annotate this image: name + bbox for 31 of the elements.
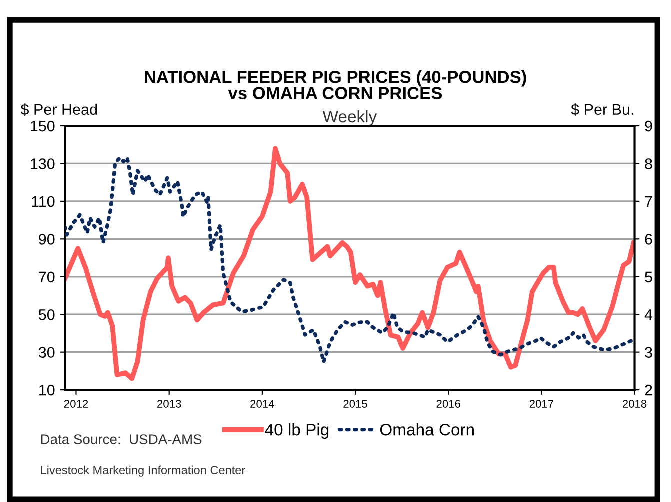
y2-tick-label: 2 — [645, 384, 652, 396]
chart-title: NATIONAL FEEDER PIG PRICES (40-POUNDS) vs OMAHA CORN PRICES — [145, 70, 526, 100]
x-tick-label: 2013 — [158, 400, 182, 408]
x-tick-label: 2014 — [250, 400, 274, 408]
x-tick-label: 2018 — [622, 400, 647, 408]
y2-tick-label: 4 — [644, 310, 653, 320]
y-axis-title: $ Per Head — [20, 104, 98, 116]
legend-label: 40 lb Pig — [265, 424, 329, 440]
y-tick-label: 150 — [31, 120, 55, 132]
y-tick-label: 110 — [32, 196, 55, 208]
y2-tick-label: 7 — [645, 196, 652, 207]
y-tick-label: 10 — [40, 384, 55, 396]
legend-label: Omaha Corn — [380, 424, 474, 436]
y-tick-label: 50 — [38, 309, 55, 320]
x-tick-label: 2016 — [436, 400, 460, 408]
y2-tick-label: 8 — [645, 158, 652, 170]
y-tick-label: 70 — [39, 272, 55, 283]
y2-tick-label: 3 — [645, 347, 652, 358]
text: Livestock Marketing Information Center — [41, 466, 246, 477]
x-tick-label: 2015 — [344, 400, 368, 408]
x-tick-label: 2017 — [530, 400, 554, 408]
x-tick-label: 2012 — [64, 400, 88, 408]
y2-tick-label: 5 — [645, 272, 652, 283]
y-tick-label: 90 — [39, 234, 55, 245]
chart-subtitle: Weekly — [322, 110, 378, 126]
source-note: Data Source: USDA-AMS — [41, 434, 202, 444]
y2-tick-label: 9 — [645, 120, 652, 132]
y-tick-label: 130 — [31, 158, 55, 170]
y2-axis-title: $ Per Bu. — [571, 104, 634, 116]
y2-tick-label: 6 — [645, 234, 652, 245]
y-tick-label: 30 — [38, 347, 55, 358]
